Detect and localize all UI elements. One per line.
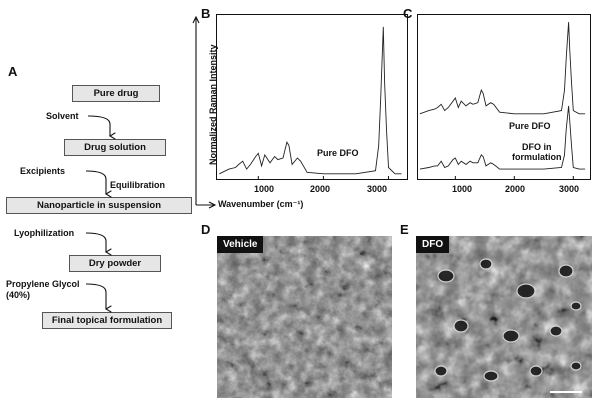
flow-step-dry-powder: Dry powder	[69, 255, 161, 272]
plot-frame	[417, 14, 591, 180]
flow-arrow-4	[85, 283, 106, 309]
x-axis-title: Wavenumber (cm⁻¹)	[218, 199, 304, 209]
flow-step-final-formulation: Final topical formulation	[42, 312, 172, 329]
tick-c-1000: 1000	[452, 184, 473, 194]
panel-letter-b: B	[201, 6, 211, 21]
sem-image-dfo: DFO	[416, 236, 592, 398]
spectrum-b-label: Pure DFO	[317, 148, 359, 158]
tick-b-1000: 1000	[254, 184, 275, 194]
spectrum-c-label-bottom: DFO in formulation	[512, 142, 562, 162]
flow-step-pure-drug: Pure drug	[72, 85, 160, 102]
sem-vehicle-tag: Vehicle	[217, 236, 264, 253]
plot-frame	[216, 14, 408, 180]
series-line-1	[419, 22, 586, 115]
panel-letter-e: E	[400, 222, 409, 237]
series-line-2	[419, 105, 586, 170]
spectrum-c-plot	[417, 14, 591, 180]
sem-image-vehicle: Vehicle	[217, 236, 392, 398]
flow-label-propylene-glycol: Propylene Glycol (40%)	[6, 279, 80, 300]
axis-arrows	[192, 15, 217, 209]
flow-label-equilibration: Equilibration	[110, 180, 165, 190]
spectrum-b-plot	[216, 14, 408, 180]
sem-vehicle-texture	[217, 236, 392, 398]
flow-label-excipients: Excipients	[20, 166, 66, 176]
sem-dfo-tag: DFO	[416, 236, 450, 253]
sem-dfo-texture	[416, 236, 592, 398]
flow-arrows	[85, 115, 200, 330]
scale-bar	[550, 391, 582, 393]
spectrum-c-label-top: Pure DFO	[509, 121, 551, 131]
flow-label-solvent: Solvent	[46, 111, 79, 121]
flow-label-lyophilization: Lyophilization	[14, 228, 75, 238]
series-line-1	[219, 26, 402, 175]
flow-step-nanoparticle: Nanoparticle in suspension	[6, 197, 192, 214]
panel-letter-d: D	[201, 222, 211, 237]
tick-c-3000: 3000	[559, 184, 580, 194]
panel-letter-a: A	[8, 64, 18, 79]
flow-step-drug-solution: Drug solution	[64, 139, 166, 156]
flow-arrow-3	[85, 232, 106, 252]
tick-c-2000: 2000	[505, 184, 526, 194]
tick-b-3000: 3000	[367, 184, 388, 194]
tick-b-2000: 2000	[310, 184, 331, 194]
flow-arrow-1	[87, 115, 110, 136]
flow-arrow-2	[85, 170, 106, 194]
panel-letter-c: C	[403, 6, 413, 21]
